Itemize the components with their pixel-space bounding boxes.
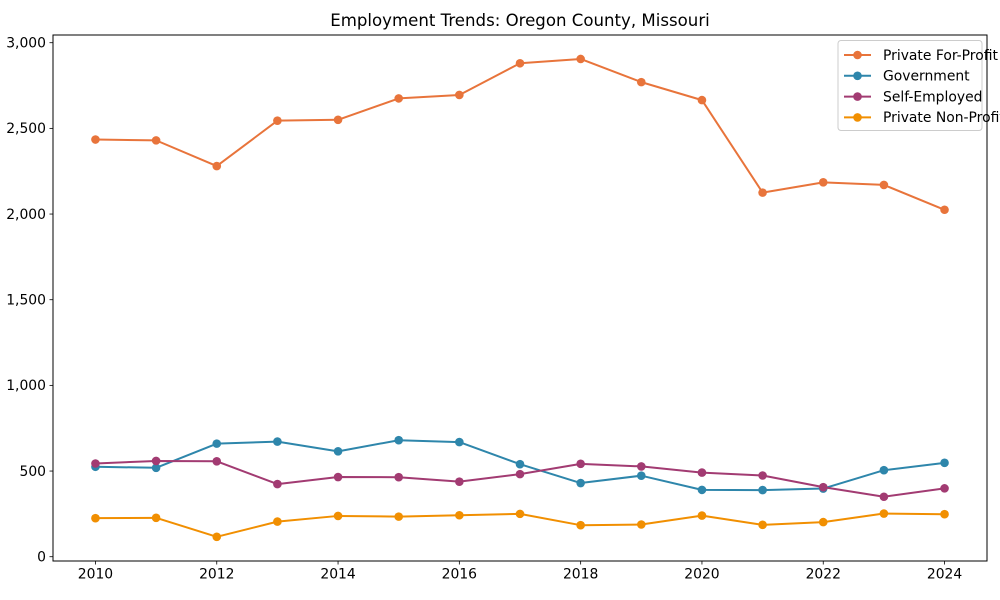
- data-point-self-employed: [212, 456, 222, 466]
- data-point-government: [879, 465, 889, 475]
- data-point-private-non-profit: [879, 509, 889, 518]
- data-point-private-non-profit: [394, 512, 404, 521]
- data-point-government: [697, 485, 707, 495]
- legend-marker: [853, 50, 862, 60]
- legend: Private For-Profit Government Self-Employe…: [837, 40, 1000, 131]
- data-point-government: [455, 437, 464, 447]
- legend-item-private-non-profit: Private Non-Profit: [844, 110, 1000, 126]
- data-point-private-for-profit: [758, 188, 767, 197]
- data-point-private-for-profit: [818, 178, 828, 187]
- data-point-self-employed: [394, 472, 404, 482]
- data-point-private-non-profit: [818, 517, 828, 527]
- data-point-private-non-profit: [940, 509, 949, 519]
- legend-item-government: Government: [844, 69, 970, 85]
- x-tick-label: 2024: [927, 567, 963, 583]
- data-point-private-for-profit: [455, 90, 464, 100]
- data-point-private-non-profit: [91, 513, 100, 523]
- data-point-government: [758, 485, 767, 495]
- y-tick-label: 500: [19, 464, 46, 480]
- data-point-self-employed: [151, 456, 161, 466]
- x-tick-label: 2022: [806, 567, 841, 583]
- data-point-private-non-profit: [576, 520, 585, 530]
- data-point-private-for-profit: [636, 77, 646, 87]
- x-tick-label: 2014: [320, 567, 356, 583]
- legend-box: [837, 40, 983, 131]
- plot-border: [52, 34, 988, 562]
- data-point-private-non-profit: [455, 510, 464, 520]
- data-point-self-employed: [455, 477, 464, 486]
- data-point-private-for-profit: [940, 205, 949, 215]
- data-point-self-employed: [636, 462, 646, 471]
- data-point-private-for-profit: [273, 116, 282, 125]
- data-point-private-non-profit: [212, 532, 222, 542]
- y-tick-label: 3,000: [6, 36, 46, 52]
- data-point-government: [394, 435, 404, 445]
- data-point-private-non-profit: [333, 511, 343, 521]
- data-point-private-non-profit: [758, 520, 767, 530]
- data-point-government: [940, 458, 949, 468]
- x-tick-label: 2020: [684, 567, 719, 583]
- data-point-government: [273, 437, 282, 446]
- series-line-private-for-profit: [95, 57, 945, 211]
- data-point-private-non-profit: [273, 517, 282, 526]
- legend-marker: [853, 71, 862, 81]
- legend-label: Private For-Profit: [883, 48, 998, 64]
- chart-title: Employment Trends: Oregon County, Missou…: [330, 11, 710, 30]
- data-point-self-employed: [697, 468, 707, 477]
- y-tick-label: 2,500: [6, 121, 46, 137]
- y-tick-label: 1,000: [6, 378, 46, 394]
- data-point-private-for-profit: [333, 115, 343, 125]
- data-point-private-for-profit: [515, 58, 525, 68]
- x-tick-label: 2012: [199, 567, 234, 583]
- data-point-private-non-profit: [151, 513, 161, 523]
- data-point-government: [212, 439, 222, 448]
- data-point-government: [151, 463, 161, 473]
- data-point-government: [515, 459, 525, 469]
- data-point-private-for-profit: [212, 161, 222, 171]
- data-point-private-for-profit: [151, 136, 161, 145]
- legend-label: Government: [883, 69, 970, 85]
- legend-marker: [853, 113, 862, 122]
- data-point-self-employed: [879, 492, 889, 502]
- legend-label: Self-Employed: [883, 89, 982, 105]
- x-tick-label: 2018: [563, 567, 598, 583]
- data-point-self-employed: [273, 479, 282, 489]
- legend-label: Private Non-Profit: [883, 110, 1000, 126]
- data-point-self-employed: [515, 469, 525, 479]
- data-point-private-non-profit: [515, 509, 525, 519]
- legend-marker: [853, 92, 862, 101]
- data-point-private-for-profit: [697, 95, 707, 105]
- data-point-self-employed: [940, 484, 949, 493]
- data-point-self-employed: [576, 459, 585, 469]
- plot-area: 2010 2012 2014 2016 2018 2020 2022 2024 0 500 1,00…: [6, 34, 988, 583]
- data-point-private-for-profit: [91, 135, 100, 144]
- y-tick-label: 0: [37, 550, 46, 566]
- y-tick-label: 2,000: [6, 207, 46, 223]
- y-tick-label: 1,500: [6, 293, 46, 309]
- data-point-private-for-profit: [576, 54, 585, 64]
- legend-item-self-employed: Self-Employed: [844, 89, 982, 105]
- legend-item-private-for-profit: Private For-Profit: [844, 48, 998, 64]
- data-point-private-for-profit: [879, 180, 889, 190]
- data-point-government: [576, 478, 585, 488]
- data-point-self-employed: [758, 471, 767, 480]
- data-point-private-for-profit: [394, 94, 404, 103]
- data-point-government: [636, 471, 646, 480]
- x-tick-label: 2016: [442, 567, 477, 583]
- data-point-self-employed: [818, 482, 828, 492]
- data-point-private-non-profit: [697, 511, 707, 520]
- x-tick-label: 2010: [78, 567, 113, 583]
- data-point-private-non-profit: [636, 520, 646, 529]
- data-point-self-employed: [333, 472, 343, 482]
- data-point-self-employed: [91, 459, 100, 468]
- data-point-government: [333, 447, 343, 456]
